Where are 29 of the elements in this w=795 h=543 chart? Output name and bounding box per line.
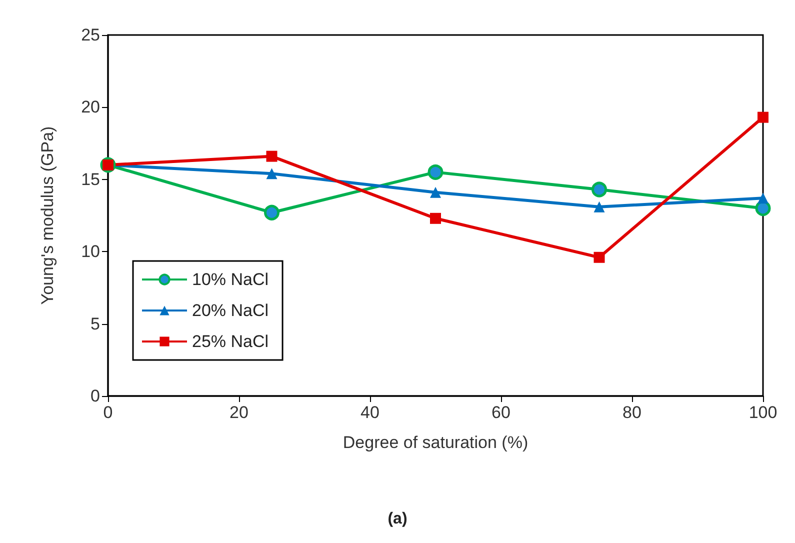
y-tick-label: 15 [81,170,100,189]
point [594,201,605,212]
point [428,164,444,180]
legend-label: 10% NaCl [192,270,269,289]
point [594,252,605,263]
y-tick-label: 25 [81,26,100,44]
text: (a) [388,510,408,528]
x-tick-label: 0 [103,403,113,422]
point [430,212,441,224]
y-tick-label: 0 [90,386,100,406]
y-tick-label: 10 [81,242,100,262]
legend-label: 20% NaCl [192,301,269,320]
point [266,150,278,162]
point [758,192,768,204]
x-tick-label: 60 [492,403,510,422]
point [266,168,278,180]
x-tick-label: 40 [360,403,380,422]
point [430,186,441,198]
y-tick-label: 5 [90,314,100,334]
x-axis-title: Degree of saturation (%) [342,433,528,452]
x-tick-label: 20 [230,403,248,422]
x-tick-label: 100 [748,403,778,422]
y-axis-title: Young's modulus (GPa) [38,126,57,305]
point [758,112,768,123]
x-tick-label: 80 [622,403,642,422]
point [264,204,280,220]
y-tick-label: 20 [81,98,100,117]
legend-label: 25% NaCl [192,332,269,351]
point [592,182,607,198]
